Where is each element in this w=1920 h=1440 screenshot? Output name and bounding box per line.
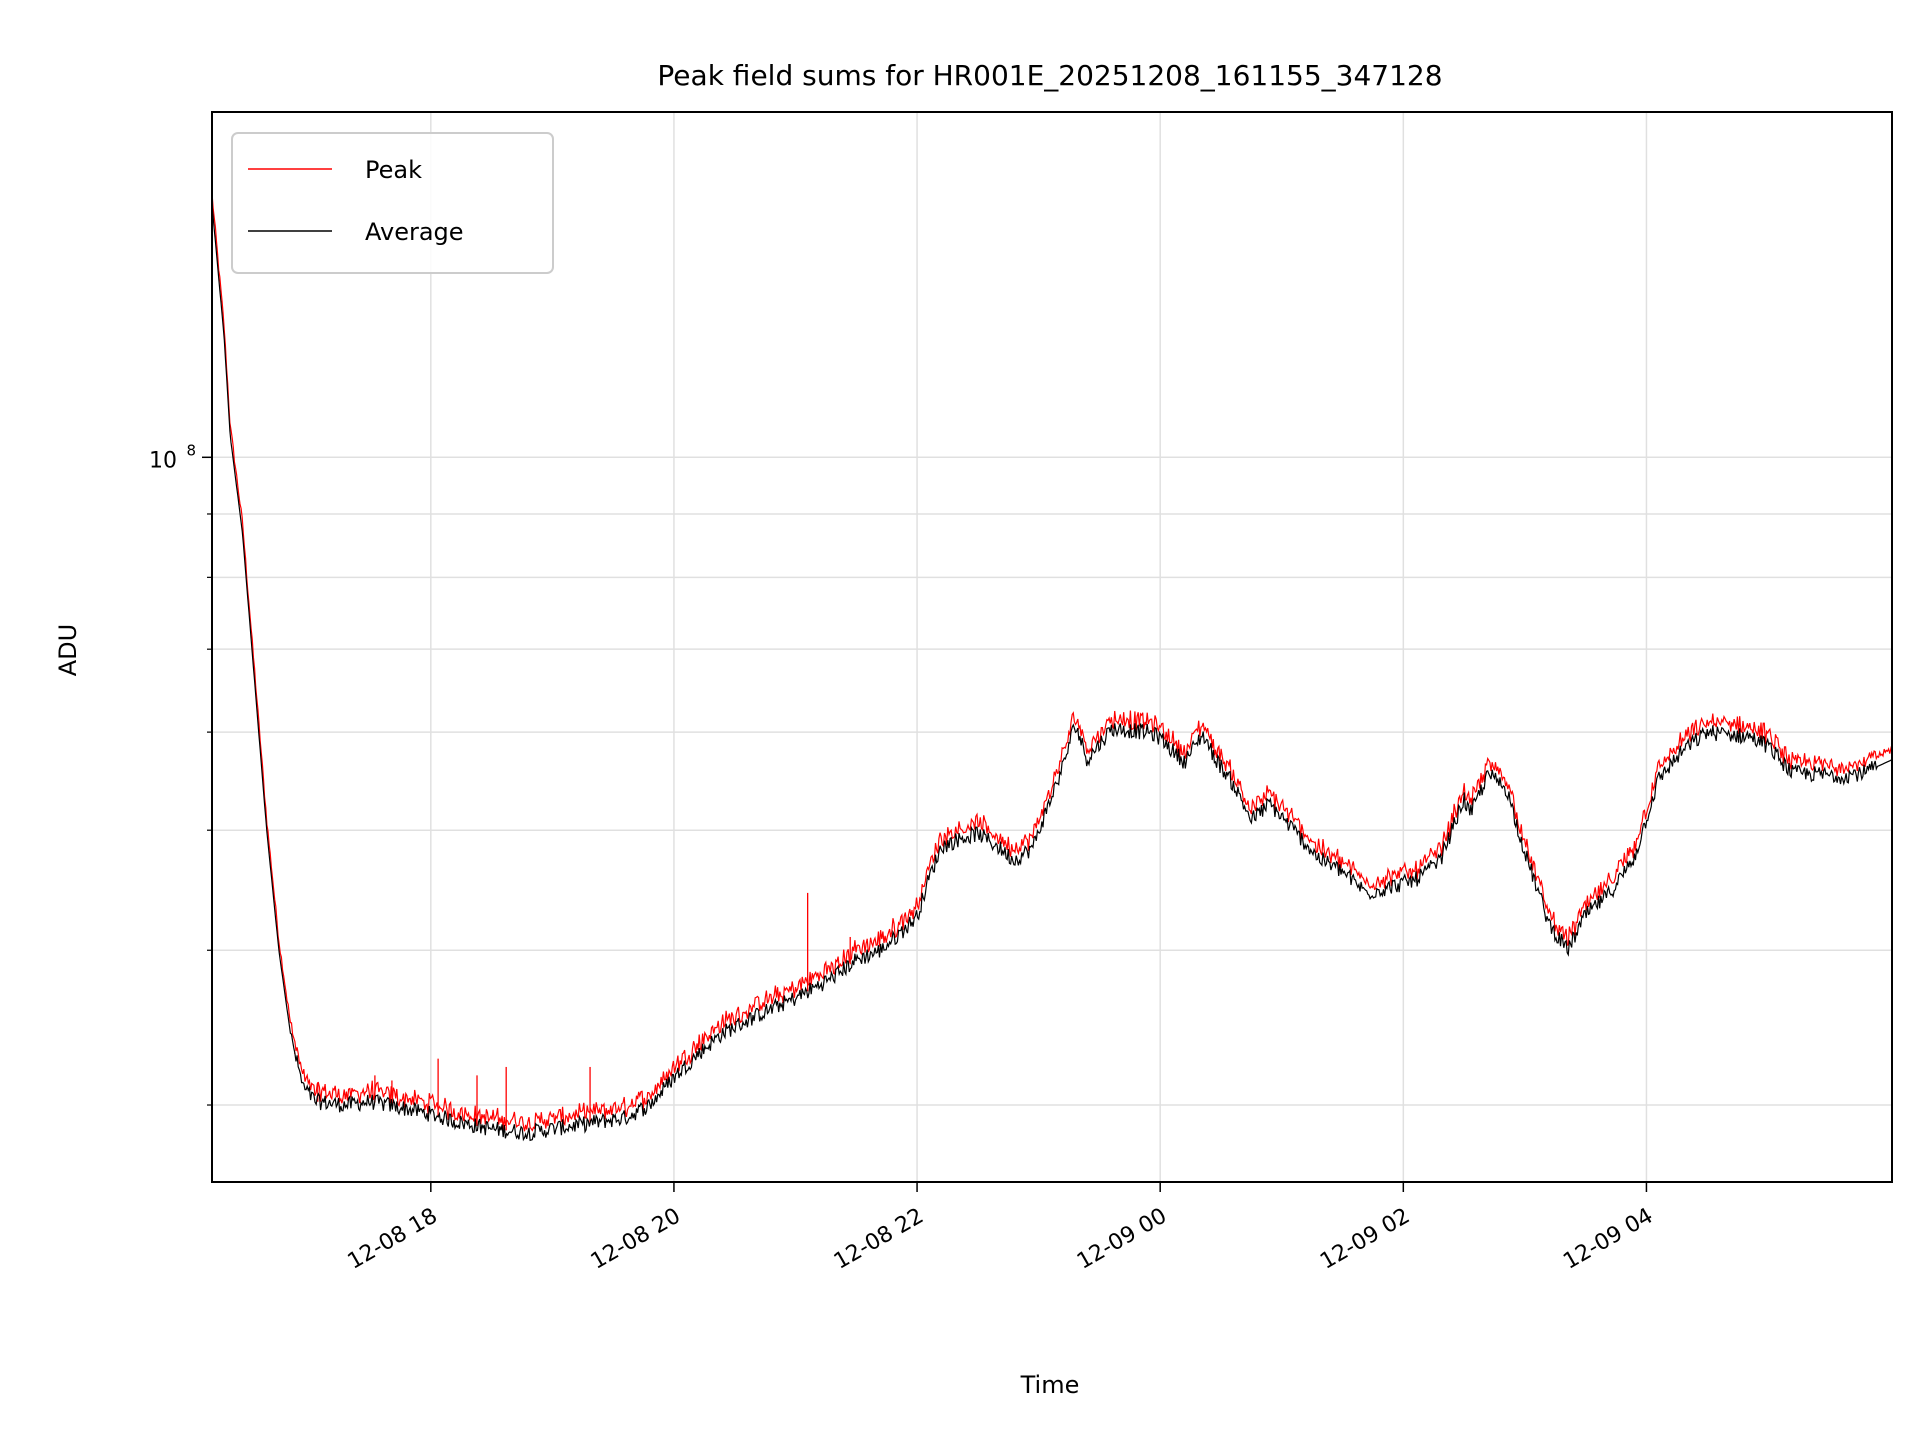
legend-label-average: Average: [365, 218, 464, 246]
y-tick-label-exponent: 8: [186, 441, 196, 459]
plot-frame: [211, 111, 1893, 1183]
x-axis-label: Time: [1020, 1371, 1080, 1399]
legend-label-peak: Peak: [365, 156, 422, 184]
grid: [212, 112, 1892, 1182]
legend-box: [231, 132, 554, 274]
series-line-average: [212, 204, 1892, 1142]
y-axis-label: ADU: [54, 624, 82, 676]
series-line-peak: [212, 192, 1892, 1132]
legend: Peak Average: [231, 132, 554, 274]
chart-title: Peak field sums for HR001E_20251208_1611…: [657, 59, 1442, 92]
plot-lines: [212, 192, 1892, 1142]
y-tick-label: 10: [149, 448, 177, 473]
